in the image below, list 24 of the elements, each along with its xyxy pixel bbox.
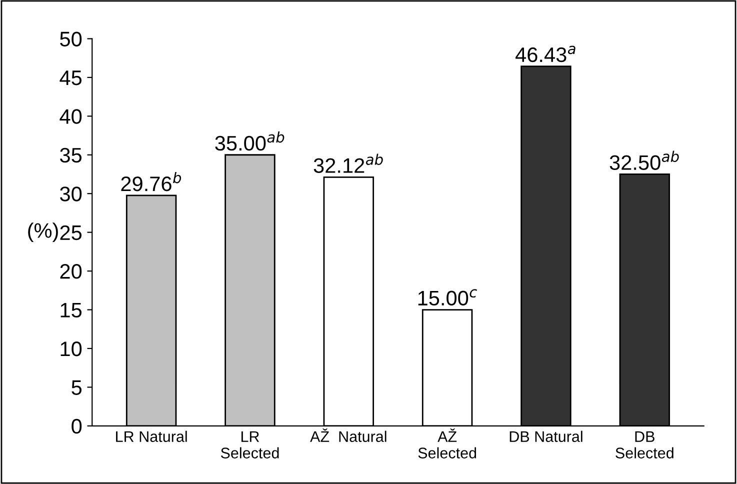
- y-tick-label: 35: [60, 148, 82, 163]
- y-tick-label: 15: [60, 302, 82, 318]
- data-label: 32.50$^{ab}$: [610, 150, 679, 170]
- y-tick-label: 10: [60, 341, 82, 356]
- data-label: 15.00$^{c}$: [418, 289, 477, 306]
- y-tick-label: 40: [60, 109, 82, 124]
- data-label: 46.43$^{a}$: [516, 46, 576, 62]
- data-label: 29.76$^{b}$: [121, 172, 182, 192]
- y-tick-label: 30: [60, 186, 82, 202]
- data-label: 35.00$^{ab}$: [215, 131, 284, 151]
- y-tick-label: 50: [60, 32, 82, 46]
- x-tick-label: LR Selected: [220, 431, 279, 458]
- y-tick-label: 45: [60, 70, 82, 86]
- data-label: 32.12$^{ab}$: [314, 154, 383, 173]
- x-tick-label: AŽ Selected: [418, 428, 476, 458]
- x-tick-label: AŽ Natural: [310, 428, 386, 442]
- x-tick-label: DB Natural: [510, 430, 582, 442]
- x-tick-label: DB Selected: [616, 431, 674, 458]
- x-tick-label: LR Natural: [116, 430, 187, 442]
- y-axis-title: (%): [28, 222, 58, 242]
- y-tick-label: 25: [60, 225, 82, 240]
- y-tick-label: 20: [60, 264, 82, 279]
- y-tick-label: 5: [72, 380, 82, 395]
- y-tick-label: 0: [72, 418, 82, 434]
